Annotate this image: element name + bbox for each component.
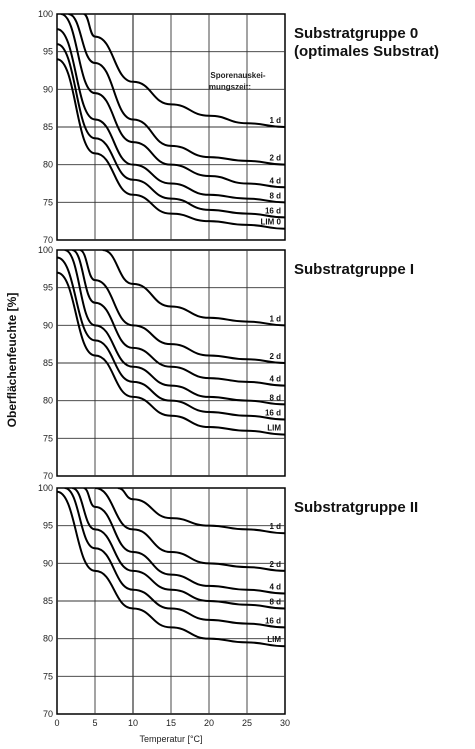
chart-panel-0: 70 75 80 85 90 95 100 1 d 2 d 4 d 8 d 16 d LIM 0 Subs… xyxy=(38,9,439,245)
series-label: 1 d xyxy=(269,116,281,125)
panel-title: Substratgruppe 0 xyxy=(294,25,418,42)
series-label: 4 d xyxy=(269,582,281,591)
y-tick-label: 70 xyxy=(43,709,53,719)
y-tick-label: 100 xyxy=(38,9,53,19)
panel-title: Substratgruppe II xyxy=(294,499,418,516)
annotation-line-2: mungszeit: xyxy=(209,82,251,91)
y-tick-label: 75 xyxy=(43,197,53,207)
y-tick-label: 70 xyxy=(43,471,53,481)
series-line xyxy=(64,250,285,406)
y-tick-label: 80 xyxy=(43,160,53,170)
y-tick-label: 95 xyxy=(43,521,53,531)
series-line xyxy=(57,490,285,648)
x-tick-label: 25 xyxy=(242,718,252,728)
series-label: 8 d xyxy=(269,393,281,402)
series-label: LIM xyxy=(267,635,281,644)
series-label: 2 d xyxy=(269,352,281,361)
series-line xyxy=(71,488,285,610)
series-label: 8 d xyxy=(269,598,281,607)
series-line xyxy=(57,43,285,219)
y-tick-label: 90 xyxy=(43,320,53,330)
series-label: 2 d xyxy=(269,560,281,569)
x-tick-label: 30 xyxy=(280,718,290,728)
series-line xyxy=(117,488,285,535)
series-line xyxy=(71,250,285,387)
series-label: 4 d xyxy=(269,375,281,384)
y-tick-label: 95 xyxy=(43,283,53,293)
y-tick-label: 90 xyxy=(43,84,53,94)
series-label: 1 d xyxy=(269,314,281,323)
series-line xyxy=(57,271,285,436)
y-tick-label: 85 xyxy=(43,596,53,606)
x-axis-label: Temperatur [°C] xyxy=(139,734,202,744)
y-tick-label: 80 xyxy=(43,634,53,644)
y-tick-label: 100 xyxy=(38,483,53,493)
series-line xyxy=(102,250,285,327)
series-label: 16 d xyxy=(265,206,281,215)
y-tick-label: 85 xyxy=(43,122,53,132)
x-tick-label: 10 xyxy=(128,718,138,728)
y-axis-label: Oberflächenfeuchte [%] xyxy=(5,293,19,428)
series-line xyxy=(57,28,285,204)
series-line xyxy=(64,488,285,629)
series-line xyxy=(68,14,285,166)
y-tick-label: 95 xyxy=(43,47,53,57)
panel-title: Substratgruppe I xyxy=(294,261,414,278)
x-tick-label: 15 xyxy=(166,718,176,728)
y-tick-label: 85 xyxy=(43,358,53,368)
series-label: 2 d xyxy=(269,154,281,163)
series-line xyxy=(94,488,285,572)
series-line xyxy=(79,250,285,364)
y-tick-label: 80 xyxy=(43,396,53,406)
x-tick-label: 5 xyxy=(92,718,97,728)
series-label: LIM xyxy=(267,424,281,433)
series-label: 16 d xyxy=(265,616,281,625)
series-line xyxy=(57,58,285,230)
series-label: 1 d xyxy=(269,522,281,531)
x-tick-label: 0 xyxy=(54,718,59,728)
y-tick-label: 75 xyxy=(43,433,53,443)
y-tick-label: 100 xyxy=(38,245,53,255)
annotation-line-1: Sporenauskei- xyxy=(210,71,265,80)
series-line xyxy=(57,256,285,421)
series-label: 16 d xyxy=(265,409,281,418)
series-line xyxy=(83,488,285,595)
chart-panel-1: 70 75 80 85 90 95 100 1 d 2 d 4 d 8 d 16 d LIM Substr… xyxy=(38,245,414,481)
series-line xyxy=(60,14,285,189)
series-label: LIM 0 xyxy=(261,218,282,227)
y-tick-label: 90 xyxy=(43,558,53,568)
series-line xyxy=(83,14,285,128)
panel-subtitle: (optimales Substrat) xyxy=(294,43,439,60)
y-tick-label: 70 xyxy=(43,235,53,245)
y-tick-label: 75 xyxy=(43,671,53,681)
series-label: 8 d xyxy=(269,191,281,200)
x-tick-label: 20 xyxy=(204,718,214,728)
chart-panel-2: 70 75 80 85 90 95 100 0 5 10 15 20 25 30 1 d 2 d 4 d 8 d 1… xyxy=(38,483,418,728)
series-label: 4 d xyxy=(269,176,281,185)
